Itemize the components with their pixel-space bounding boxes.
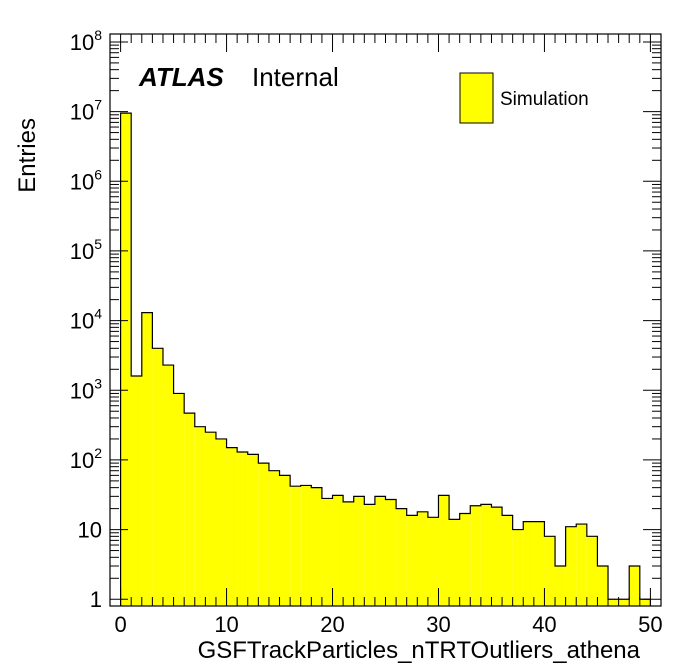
- y-tick-label: 108: [70, 27, 102, 55]
- histogram-bar: [438, 495, 450, 606]
- x-axis-title: GSFTrackParticles_nTRTOutliers_athena: [198, 637, 641, 664]
- histogram-bar: [321, 498, 333, 606]
- histogram-bar: [268, 470, 280, 606]
- histogram-bar: [459, 513, 471, 606]
- histogram-bar: [374, 496, 386, 606]
- histogram-bar: [162, 365, 174, 606]
- histogram-bar: [131, 376, 142, 606]
- legend-swatch-simulation: [459, 72, 494, 124]
- y-tick-label: 107: [70, 97, 102, 125]
- histogram-outline: [119, 112, 652, 606]
- y-tick-label: 106: [70, 166, 102, 194]
- x-tick-label: 30: [426, 612, 450, 637]
- atlas-label: ATLAS: [138, 62, 224, 92]
- y-axis-title: Entries: [14, 118, 41, 193]
- histogram-bar: [544, 536, 556, 606]
- x-tick-label: 10: [214, 612, 238, 637]
- histogram-bar: [576, 524, 587, 606]
- histogram-bars: [120, 113, 651, 606]
- x-tick-label: 20: [320, 612, 344, 637]
- plot-frame: [109, 33, 662, 607]
- histogram-bar: [470, 505, 481, 606]
- histogram-bar: [237, 451, 248, 606]
- histogram-bar: [173, 393, 185, 606]
- histogram-bar: [205, 432, 216, 606]
- x-tick-label: 40: [532, 612, 556, 637]
- histogram-bar: [586, 536, 598, 606]
- histogram-bar: [152, 348, 163, 606]
- x-tick-label: 50: [638, 612, 662, 637]
- histogram-bar: [618, 599, 630, 606]
- histogram-bar: [533, 521, 545, 606]
- axis-ticks: 0 10 20 30 40 50 1 10 102 103 104 105 106 107 108: [70, 27, 663, 637]
- histogram-bar: [502, 515, 513, 606]
- histogram-bar: [396, 508, 407, 606]
- histogram-bar: [491, 507, 503, 606]
- histogram-bar: [512, 529, 524, 606]
- y-tick-label: 104: [70, 306, 102, 334]
- y-tick-label: 1: [90, 587, 102, 612]
- y-tick-label: 10: [78, 518, 102, 543]
- histogram-bar: [629, 566, 640, 606]
- y-tick-label: 102: [70, 445, 102, 473]
- histogram-bar: [300, 485, 312, 606]
- histogram-bar: [555, 566, 566, 606]
- histogram-bar: [417, 511, 428, 606]
- histogram-bar: [141, 312, 153, 606]
- histogram-bar: [120, 113, 132, 606]
- histogram-bar: [597, 566, 609, 606]
- histogram-bar: [279, 475, 291, 606]
- histogram-bar: [480, 504, 492, 606]
- histogram-bar: [332, 495, 344, 606]
- histogram-bar: [565, 526, 577, 606]
- histogram-bar: [311, 487, 322, 606]
- histogram-bar: [343, 501, 354, 606]
- histogram-bar: [385, 499, 397, 606]
- internal-label: Internal: [252, 62, 339, 92]
- histogram-bar: [364, 504, 375, 606]
- y-tick-label: 105: [70, 236, 102, 264]
- legend-label-simulation: Simulation: [500, 89, 589, 110]
- histogram-bar: [290, 486, 301, 606]
- histogram-bar: [639, 599, 651, 606]
- histogram-bar: [226, 447, 238, 606]
- histogram-bar: [215, 438, 227, 606]
- histogram-bar: [194, 426, 206, 606]
- histogram-bar: [353, 496, 365, 606]
- y-tick-label: 103: [70, 375, 102, 403]
- histogram-bar: [406, 515, 418, 606]
- histogram-bar: [184, 413, 195, 606]
- histogram-bar: [427, 517, 439, 606]
- histogram-bar: [608, 599, 619, 606]
- histogram-bar: [449, 519, 460, 606]
- histogram-bar: [523, 521, 534, 606]
- histogram-bar: [258, 463, 269, 606]
- x-tick-label: 0: [114, 612, 126, 637]
- histogram-bar: [247, 454, 259, 606]
